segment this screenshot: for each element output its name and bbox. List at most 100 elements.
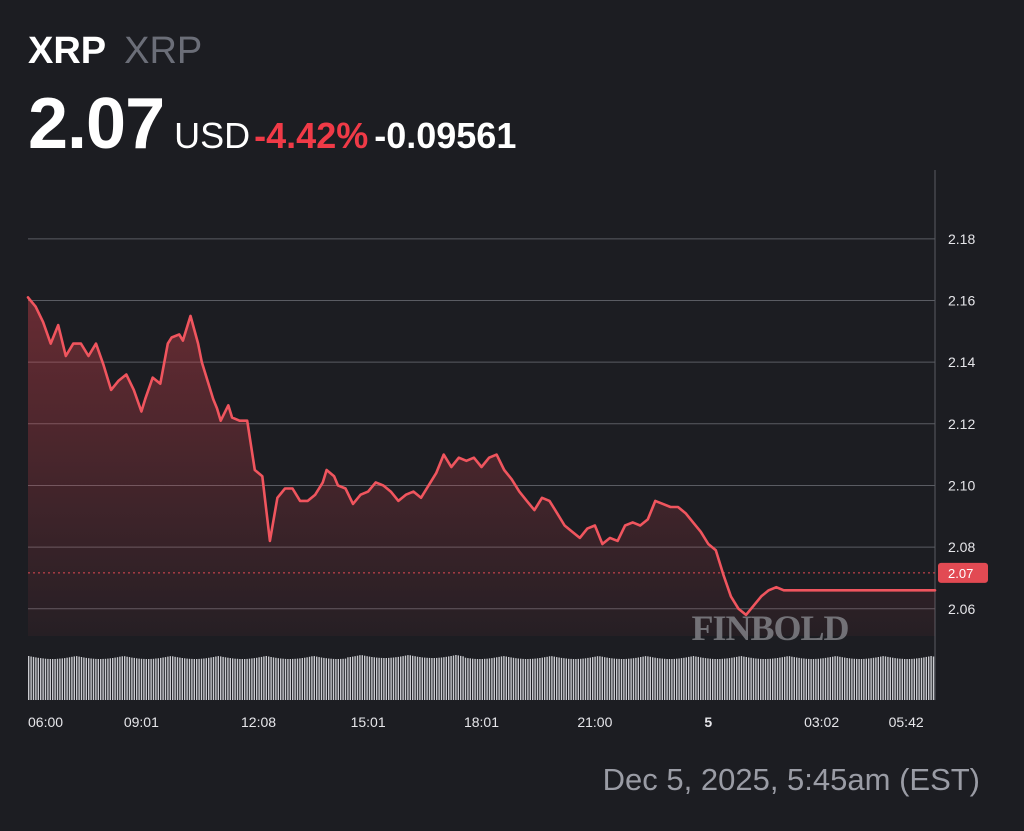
volume-bar bbox=[232, 658, 234, 700]
volume-bar bbox=[745, 657, 747, 700]
volume-bar bbox=[800, 658, 803, 700]
volume-bar bbox=[520, 658, 522, 700]
volume-bar bbox=[527, 659, 529, 700]
volume-bar bbox=[632, 658, 635, 700]
volume-bar bbox=[676, 658, 678, 700]
volume-bar bbox=[256, 657, 258, 700]
price-area-fill bbox=[28, 297, 935, 636]
volume-bar bbox=[272, 657, 275, 700]
volume-bar bbox=[88, 658, 90, 700]
volume-bar bbox=[752, 658, 755, 700]
volume-bar bbox=[328, 658, 330, 700]
volume-bar bbox=[152, 658, 155, 700]
volume-bar bbox=[109, 658, 111, 700]
x-tick-label: 03:02 bbox=[804, 714, 839, 730]
volume-bar bbox=[112, 658, 114, 700]
volume-bar bbox=[596, 656, 599, 700]
volume-bar bbox=[316, 656, 318, 700]
volume-bar bbox=[80, 657, 83, 700]
volume-bar bbox=[774, 658, 776, 700]
volume-bar bbox=[464, 657, 467, 700]
volume-bar bbox=[604, 657, 606, 700]
volume-bar bbox=[452, 655, 455, 700]
volume-bar bbox=[925, 656, 927, 700]
x-tick-label: 5 bbox=[704, 714, 712, 730]
volume-bar bbox=[767, 658, 769, 700]
volume-bar bbox=[443, 657, 445, 700]
volume-bar bbox=[104, 658, 107, 700]
volume-bar bbox=[100, 659, 102, 700]
volume-bar bbox=[260, 656, 263, 700]
volume-bar bbox=[757, 658, 759, 700]
volume-bar bbox=[59, 658, 61, 700]
volume-bar bbox=[896, 658, 899, 700]
volume-bar bbox=[400, 656, 402, 700]
volume-bar bbox=[404, 655, 407, 700]
x-tick-label: 12:08 bbox=[241, 714, 276, 730]
price-line bbox=[26, 296, 937, 617]
volume-bar bbox=[508, 657, 510, 700]
volume-bar bbox=[131, 657, 133, 700]
volume-bar bbox=[577, 658, 579, 700]
volume-bar bbox=[620, 659, 623, 700]
volume-bar bbox=[908, 659, 911, 700]
volume-bar bbox=[95, 658, 97, 700]
volume-bar bbox=[121, 656, 123, 700]
volume-bar bbox=[589, 657, 591, 700]
volume-bar bbox=[820, 658, 822, 700]
volume-bar bbox=[236, 658, 239, 700]
volume-bar bbox=[608, 658, 611, 700]
volume-bar bbox=[546, 656, 548, 700]
volume-bar bbox=[248, 658, 251, 700]
volume-bar bbox=[340, 658, 342, 700]
volume-bar bbox=[179, 657, 181, 700]
volume-bar bbox=[203, 658, 205, 700]
volume-bar bbox=[599, 656, 601, 700]
price-row: 2.07 USD -4.42% -0.09561 bbox=[28, 83, 516, 165]
volume-bar bbox=[64, 658, 66, 700]
volume-bar bbox=[275, 657, 277, 700]
volume-bar bbox=[337, 659, 339, 700]
volume-bar bbox=[692, 656, 695, 700]
volume-bar bbox=[918, 658, 920, 700]
volume-bar bbox=[899, 658, 901, 700]
volume-bar bbox=[467, 658, 469, 700]
volume-bar bbox=[875, 657, 877, 700]
volume-bar bbox=[544, 657, 546, 700]
volume-bar bbox=[884, 656, 887, 700]
volume-bar bbox=[366, 656, 368, 700]
y-tick-label: 2.12 bbox=[948, 416, 975, 432]
volume-bar bbox=[114, 657, 116, 700]
volume-bar bbox=[83, 657, 85, 700]
volume-bar bbox=[892, 657, 894, 700]
volume-bar bbox=[887, 656, 889, 700]
timestamp: Dec 5, 2025, 5:45am (EST) bbox=[602, 762, 980, 797]
volume-bar bbox=[587, 657, 589, 700]
volume-bar bbox=[911, 658, 913, 700]
volume-bar bbox=[728, 658, 731, 700]
volume-bar bbox=[796, 657, 798, 700]
y-tick-label: 2.08 bbox=[948, 539, 975, 555]
volume-bar bbox=[347, 657, 349, 700]
volume-bar bbox=[920, 657, 923, 700]
volume-bar bbox=[642, 656, 644, 700]
volume-bar bbox=[136, 658, 138, 700]
volume-bar bbox=[923, 657, 925, 700]
volume-bar bbox=[49, 659, 51, 700]
volume-bar bbox=[664, 658, 666, 700]
volume-bar bbox=[743, 656, 745, 700]
volume-bar bbox=[280, 658, 282, 700]
volume-bar bbox=[169, 656, 171, 700]
y-tick-label: 2.14 bbox=[948, 354, 975, 370]
volume-bar bbox=[503, 656, 505, 700]
volume-bar bbox=[44, 658, 47, 700]
volume-bar bbox=[625, 658, 627, 700]
volume-bar bbox=[148, 659, 150, 700]
volume-bar bbox=[690, 656, 692, 700]
volume-bar bbox=[388, 657, 390, 700]
volume-bar bbox=[570, 658, 572, 700]
change-percent: -4.42% bbox=[254, 115, 369, 156]
volume-bar bbox=[306, 657, 308, 700]
volume-bar bbox=[592, 657, 594, 700]
symbol-row: XRP XRP bbox=[28, 30, 516, 73]
